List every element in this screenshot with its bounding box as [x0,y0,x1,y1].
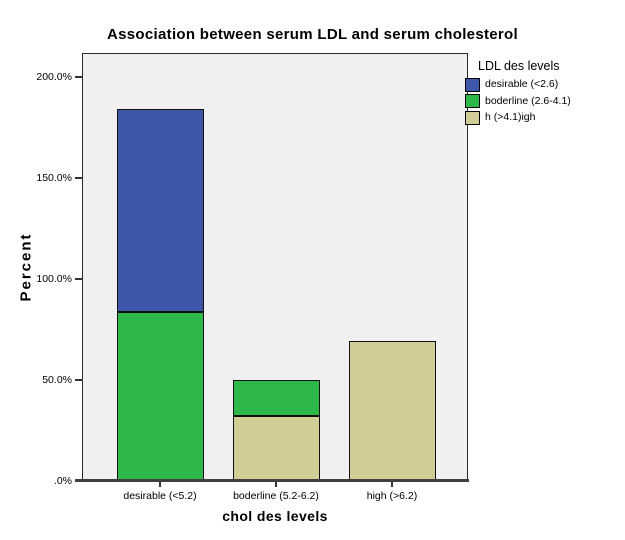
bar-segment [117,312,204,481]
y-tick-mark [75,379,83,381]
y-tick-mark [75,278,83,280]
bar-segment [233,416,320,481]
legend-item: boderline (2.6-4.1) [465,94,623,108]
legend-item-label: h (>4.1)igh [485,111,536,123]
y-tick-label: 50.0% [42,373,72,386]
y-tick-label: 100.0% [36,272,72,285]
legend: LDL des levels desirable (<2.6) boderline… [463,58,623,128]
legend-item: desirable (<2.6) [465,77,623,92]
y-tick-label: 200.0% [36,70,72,83]
legend-item-label: desirable (<2.6) [485,78,559,90]
x-category-label: desirable (<5.2) [123,490,197,502]
y-tick-mark [75,177,83,179]
legend-swatch [465,77,480,92]
x-tick-mark [275,482,277,487]
bar-segment [349,341,436,481]
legend-swatch [465,94,480,108]
x-axis-line [75,479,469,482]
bar-segment [117,109,204,312]
bar-segment [233,380,320,416]
legend-item-label: boderline (2.6-4.1) [485,94,571,107]
legend-title: LDL des levels [478,59,560,73]
y-tick-label: 150.0% [36,171,72,184]
legend-item: h (>4.1)igh [465,110,623,125]
y-axis-title: Percent [17,232,35,302]
chart-title: Association between serum LDL and serum … [107,26,518,43]
x-tick-mark [159,482,161,487]
legend-swatch [465,110,480,125]
legend-items: desirable (<2.6) boderline (2.6-4.1) h (>4… [463,77,623,125]
x-category-label: high (>6.2) [366,490,418,502]
x-tick-mark [391,482,393,487]
x-axis-title: chol des levels [222,508,328,524]
y-tick-mark [75,76,83,78]
y-tick-label: .0% [53,474,72,487]
x-category-label: boderline (5.2-6.2) [233,490,319,502]
